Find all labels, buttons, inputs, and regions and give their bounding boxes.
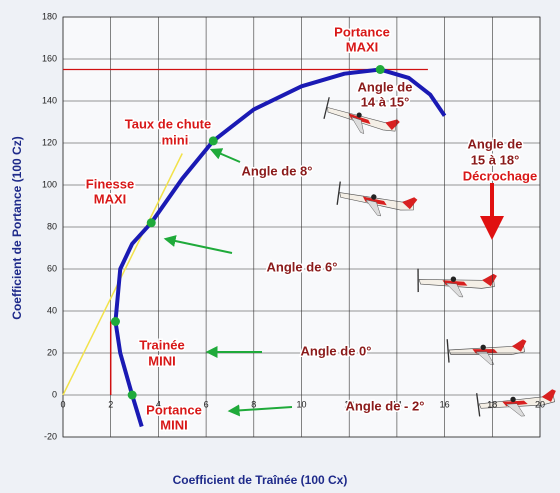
annotation: Angle de 6° [267,259,338,274]
annotation: MINI [160,417,187,432]
annotation: Taux de chute [125,116,211,131]
y-tick-label: 100 [42,179,57,189]
annotation: MINI [148,353,175,368]
annotation: Angle de [468,136,523,151]
y-tick-label: 80 [47,221,57,231]
x-tick-label: 2 [108,399,113,409]
x-tick-label: 10 [296,399,306,409]
annotation: Angle de 0° [301,343,372,358]
annotation: Angle de 8° [242,163,313,178]
y-tick-label: 180 [42,11,57,21]
y-tick-label: 0 [52,389,57,399]
x-tick-label: 6 [204,399,209,409]
key-point [128,391,137,400]
annotation: Portance [334,24,390,39]
y-axis-title: Coefficient de Portance (100 Cz) [10,136,24,319]
x-tick-label: 16 [440,399,450,409]
key-point [376,65,385,74]
x-tick-label: 0 [60,399,65,409]
key-point [147,218,156,227]
y-tick-label: 140 [42,95,57,105]
x-tick-label: 20 [535,399,545,409]
key-point [111,317,120,326]
annotation: mini [162,132,189,147]
annotation: MAXI [94,191,127,206]
chart: Coefficient de Traînée (100 Cx) Coeffici… [0,0,560,493]
annotation: 14 à 15° [361,94,410,109]
annotation: MAXI [346,39,379,54]
annotation: 15 à 18° [471,152,520,167]
y-tick-label: 40 [47,305,57,315]
annotation: Décrochage [463,168,537,183]
key-point [209,136,218,145]
annotation: Finesse [86,176,134,191]
annotation: Angle de - 2° [346,398,425,413]
x-tick-label: 18 [487,399,497,409]
y-tick-label: 120 [42,137,57,147]
y-tick-label: 60 [47,263,57,273]
annotation: Angle de [358,79,413,94]
annotation: Trainée [139,337,185,352]
y-tick-label: 20 [47,347,57,357]
y-tick-label: 160 [42,53,57,63]
y-tick-label: -20 [44,431,57,441]
x-tick-label: 8 [251,399,256,409]
annotation: Portance [146,402,202,417]
x-axis-title: Coefficient de Traînée (100 Cx) [173,473,348,487]
